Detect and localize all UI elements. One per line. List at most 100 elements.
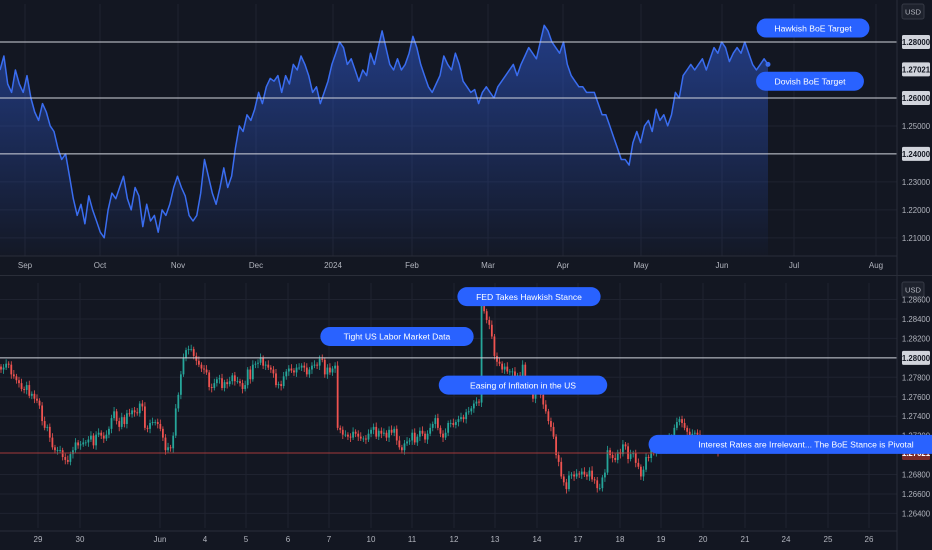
candle[interactable]	[475, 397, 478, 406]
top-annotation[interactable]: Hawkish BoE Target	[756, 18, 870, 38]
top-series-line[interactable]	[0, 24, 769, 239]
candle[interactable]	[205, 365, 208, 375]
candle[interactable]	[20, 378, 23, 392]
candle[interactable]	[331, 366, 334, 376]
candle[interactable]	[604, 469, 606, 482]
candle[interactable]	[141, 400, 144, 411]
candle[interactable]	[411, 429, 414, 445]
candle[interactable]	[172, 432, 175, 453]
candle[interactable]	[226, 378, 229, 389]
candle[interactable]	[169, 444, 172, 452]
candle[interactable]	[38, 398, 41, 409]
candle[interactable]	[149, 419, 151, 434]
candle[interactable]	[598, 483, 601, 491]
candle[interactable]	[177, 392, 180, 412]
candle[interactable]	[100, 430, 103, 440]
top-annotation-bubble[interactable]	[756, 71, 864, 91]
candle[interactable]	[300, 363, 303, 371]
candle[interactable]	[377, 428, 380, 441]
candle[interactable]	[316, 362, 318, 370]
candle[interactable]	[159, 419, 162, 432]
candle[interactable]	[246, 367, 249, 389]
candle[interactable]	[128, 408, 131, 417]
candle[interactable]	[162, 426, 164, 441]
candle[interactable]	[365, 435, 367, 444]
candle[interactable]	[295, 364, 298, 377]
candle[interactable]	[622, 440, 624, 457]
candle[interactable]	[118, 417, 121, 432]
candle[interactable]	[457, 415, 460, 427]
candle[interactable]	[370, 427, 372, 438]
candle[interactable]	[61, 447, 64, 461]
candle[interactable]	[323, 357, 326, 378]
candle[interactable]	[280, 380, 283, 391]
candle[interactable]	[303, 362, 306, 372]
top-annotation[interactable]: Dovish BoE Target	[756, 71, 864, 91]
candle[interactable]	[406, 437, 408, 446]
candle[interactable]	[33, 390, 36, 404]
candle[interactable]	[367, 429, 370, 442]
bottom-annotation-bubble[interactable]	[320, 326, 474, 346]
candle[interactable]	[329, 363, 331, 375]
candle[interactable]	[311, 362, 313, 374]
candle[interactable]	[354, 429, 357, 438]
candle[interactable]	[385, 430, 388, 441]
candle[interactable]	[344, 430, 347, 438]
candle[interactable]	[144, 402, 146, 431]
candle[interactable]	[208, 370, 211, 391]
candle[interactable]	[10, 361, 13, 379]
bottom-annotation[interactable]: Easing of Inflation in the US	[438, 375, 608, 395]
bottom-annotation-bubble[interactable]	[457, 287, 601, 307]
candle[interactable]	[267, 360, 270, 371]
candle[interactable]	[120, 412, 123, 430]
candle[interactable]	[236, 376, 239, 384]
candle[interactable]	[213, 378, 216, 391]
candle[interactable]	[460, 412, 462, 422]
candle[interactable]	[498, 357, 501, 367]
candle[interactable]	[287, 365, 290, 376]
candle[interactable]	[372, 423, 375, 435]
candle[interactable]	[578, 471, 581, 478]
candle[interactable]	[231, 372, 234, 385]
candle[interactable]	[462, 414, 465, 423]
candle[interactable]	[341, 426, 344, 440]
candle[interactable]	[244, 380, 247, 392]
candle[interactable]	[326, 364, 329, 379]
candle[interactable]	[257, 359, 259, 369]
candle[interactable]	[347, 432, 349, 441]
top-annotation-bubble[interactable]	[756, 18, 870, 38]
candle[interactable]	[442, 430, 444, 442]
candle[interactable]	[472, 400, 475, 413]
candle[interactable]	[393, 426, 396, 437]
candle[interactable]	[179, 370, 182, 400]
candle[interactable]	[51, 433, 54, 450]
candle[interactable]	[601, 475, 604, 492]
candle[interactable]	[77, 440, 79, 449]
candle[interactable]	[277, 381, 280, 389]
candle[interactable]	[136, 407, 139, 416]
candle[interactable]	[434, 414, 437, 429]
candle[interactable]	[606, 445, 609, 476]
bottom-currency-badge[interactable]	[901, 281, 925, 298]
candle[interactable]	[249, 366, 252, 384]
candle[interactable]	[146, 425, 149, 433]
bottom-annotation-bubble[interactable]	[648, 434, 932, 454]
candle[interactable]	[429, 423, 432, 437]
candle[interactable]	[156, 418, 159, 429]
candle[interactable]	[408, 438, 411, 445]
candle[interactable]	[339, 425, 342, 434]
candle[interactable]	[223, 379, 226, 392]
candle[interactable]	[110, 414, 113, 434]
candle[interactable]	[511, 368, 514, 376]
candle[interactable]	[95, 431, 97, 450]
candle[interactable]	[233, 371, 236, 386]
candle[interactable]	[568, 471, 570, 492]
top-currency-badge[interactable]	[901, 3, 925, 20]
candle[interactable]	[251, 360, 254, 382]
candle[interactable]	[485, 308, 488, 324]
candle[interactable]	[488, 316, 491, 330]
candle[interactable]	[678, 416, 681, 426]
candle[interactable]	[167, 442, 169, 453]
candle[interactable]	[90, 431, 92, 442]
